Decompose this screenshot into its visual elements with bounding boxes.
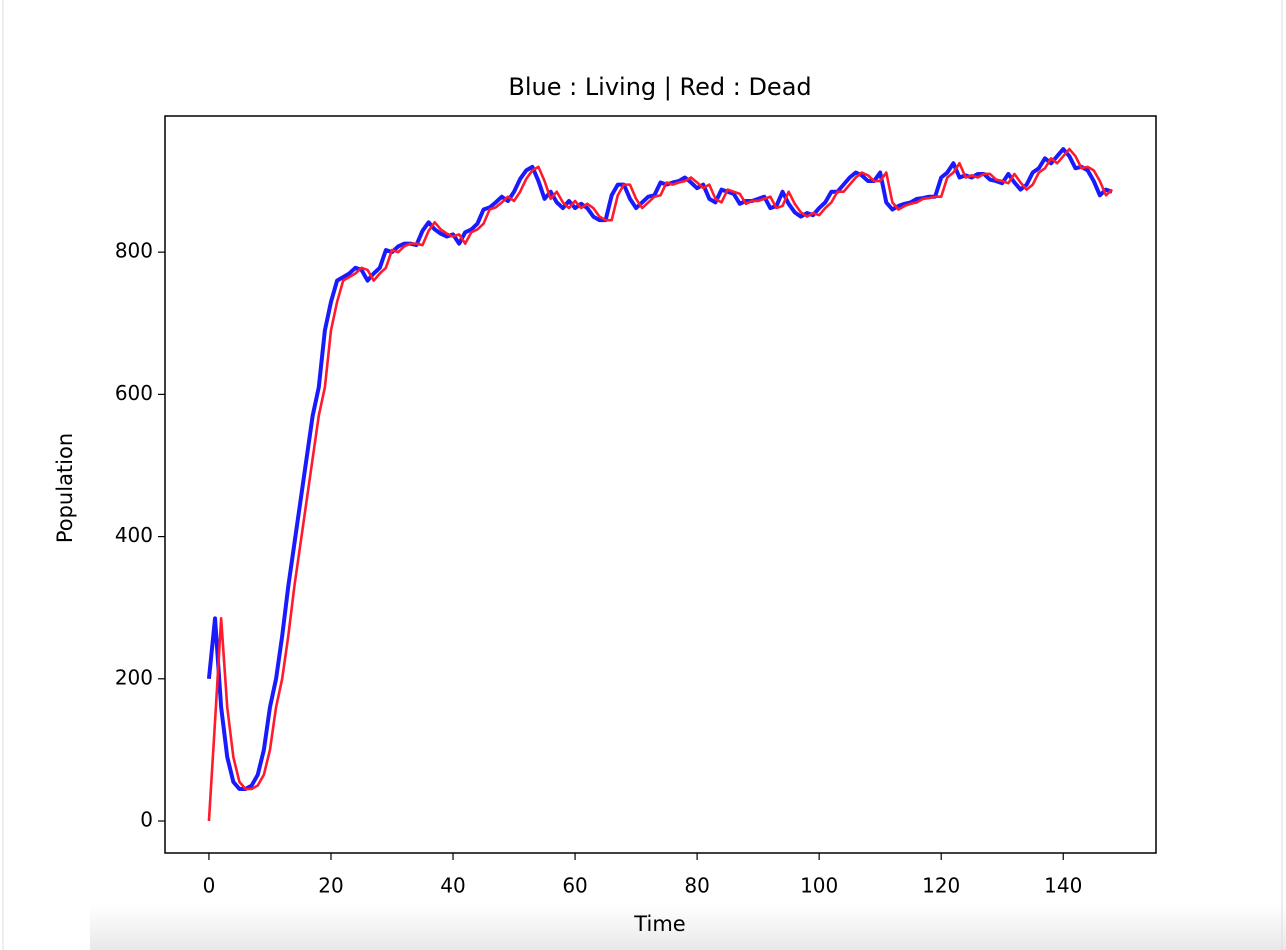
y-axis-label: Population xyxy=(53,433,77,543)
x-tick-label: 120 xyxy=(922,874,960,898)
y-tick-label: 400 xyxy=(115,523,153,547)
x-tick-label: 20 xyxy=(318,874,343,898)
y-tick-label: 0 xyxy=(140,808,153,832)
y-tick-label: 200 xyxy=(115,665,153,689)
chart-title: Blue : Living | Red : Dead xyxy=(508,73,811,101)
y-tick-label: 800 xyxy=(115,239,153,263)
x-tick-label: 0 xyxy=(203,874,216,898)
y-tick-label: 600 xyxy=(115,381,153,405)
plot-frame xyxy=(164,115,1157,854)
x-tick-label: 60 xyxy=(562,874,587,898)
line-series xyxy=(207,147,1113,822)
x-tick-label: 140 xyxy=(1044,874,1082,898)
shadow xyxy=(90,905,1286,950)
x-axis-label: Time xyxy=(633,912,685,936)
x-tick-label: 80 xyxy=(684,874,709,898)
x-tick-label: 100 xyxy=(800,874,838,898)
x-tick-label: 40 xyxy=(440,874,465,898)
